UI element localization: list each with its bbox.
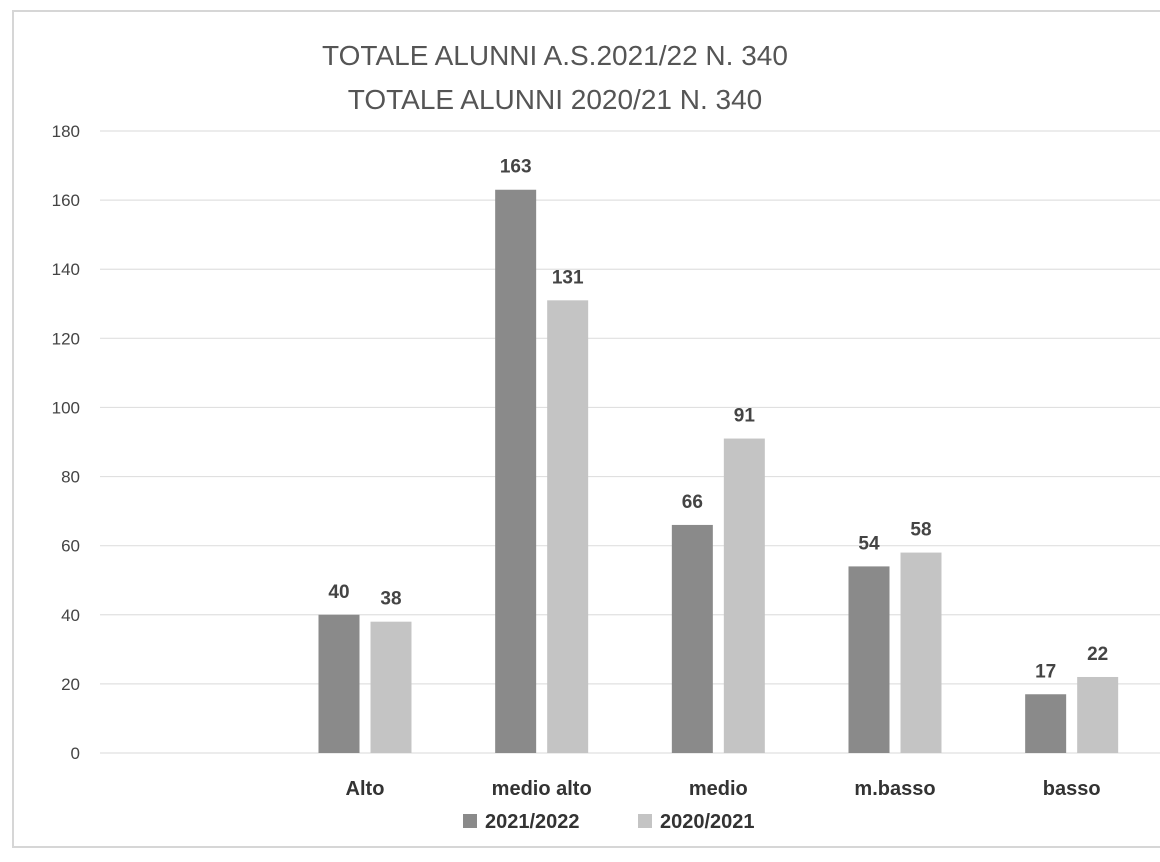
data-label-series2-5: 22 — [1087, 644, 1108, 665]
data-label-series2-3: 91 — [734, 406, 756, 427]
bar-series1-2 — [495, 189, 537, 753]
y-tick-label-120: 120 — [52, 329, 80, 348]
bar-series1-4 — [848, 566, 890, 753]
x-tick-label-2: medio alto — [492, 778, 592, 800]
legend-swatch-2 — [638, 814, 652, 828]
y-tick-label-100: 100 — [52, 398, 80, 417]
data-label-series1-3: 66 — [682, 492, 703, 513]
bar-series2-1 — [370, 621, 412, 753]
data-label-series1-1: 40 — [328, 582, 349, 603]
bar-series2-3 — [723, 438, 765, 753]
bar-series1-5 — [1025, 694, 1067, 753]
data-label-series2-1: 38 — [380, 589, 401, 610]
bar-series1-1 — [318, 614, 360, 753]
y-tick-label-180: 180 — [52, 122, 80, 141]
legend-label-1: 2021/2022 — [485, 811, 580, 833]
data-label-series2-4: 58 — [910, 520, 931, 541]
x-tick-label-4: m.basso — [854, 778, 935, 800]
y-tick-label-60: 60 — [61, 537, 80, 556]
legend-label-2: 2020/2021 — [660, 811, 755, 833]
bar-series2-5 — [1077, 676, 1119, 753]
x-tick-label-5: basso — [1043, 778, 1101, 800]
data-label-series1-2: 163 — [500, 157, 532, 178]
data-label-series1-4: 54 — [858, 533, 880, 554]
chart-title-line-2: TOTALE ALUNNI 2020/21 N. 340 — [348, 84, 763, 115]
bar-series2-4 — [900, 552, 942, 753]
y-tick-label-80: 80 — [61, 468, 80, 487]
y-tick-label-160: 160 — [52, 191, 80, 210]
y-tick-label-140: 140 — [52, 260, 80, 279]
bar-series2-2 — [547, 300, 589, 753]
y-tick-label-40: 40 — [61, 606, 80, 625]
legend-swatch-1 — [463, 814, 477, 828]
y-tick-label-0: 0 — [71, 744, 80, 763]
bar-series1-3 — [671, 524, 713, 753]
x-tick-label-1: Alto — [346, 778, 385, 800]
data-label-series2-2: 131 — [552, 267, 584, 288]
y-tick-label-20: 20 — [61, 675, 80, 694]
data-label-series1-5: 17 — [1035, 661, 1056, 682]
x-tick-label-3: medio — [689, 778, 748, 800]
chart-title-line-1: TOTALE ALUNNI A.S.2021/22 N. 340 — [322, 40, 788, 71]
